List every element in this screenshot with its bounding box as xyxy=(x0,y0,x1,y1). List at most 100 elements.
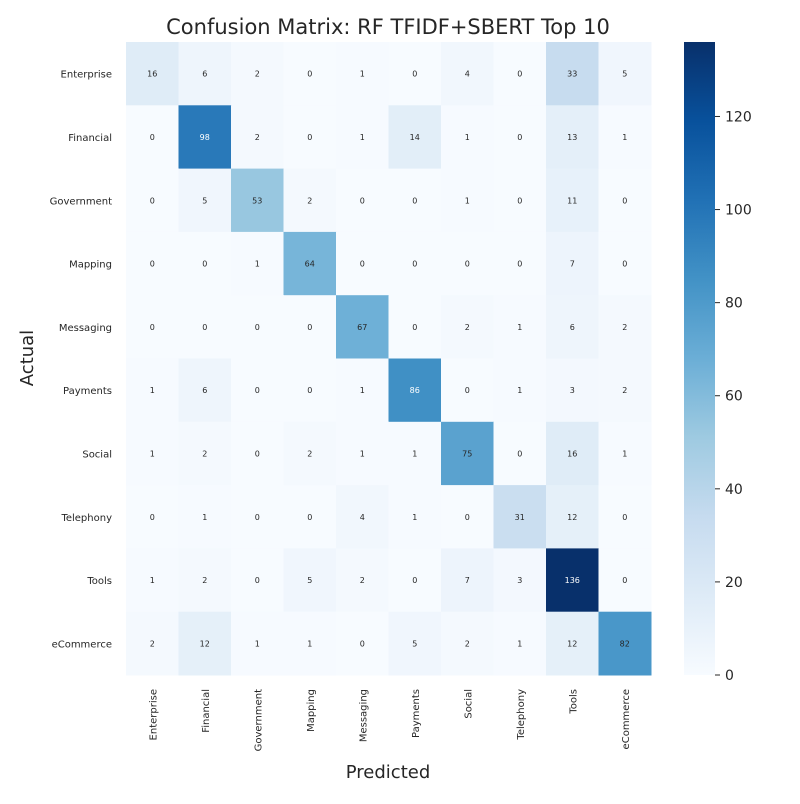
heatmap-cell xyxy=(441,421,494,486)
heatmap-cell xyxy=(493,485,547,549)
heatmap-cell xyxy=(388,295,442,359)
heatmap-cell xyxy=(493,548,547,613)
cell-value-label: 3 xyxy=(517,576,522,585)
cell-value-label: 2 xyxy=(622,323,627,332)
cell-value-label: 1 xyxy=(360,449,365,458)
cell-value-label: 3 xyxy=(570,386,575,395)
cell-value-label: 1 xyxy=(307,639,312,648)
heatmap-cell xyxy=(178,611,232,676)
cell-value-label: 0 xyxy=(307,386,312,395)
cell-value-label: 7 xyxy=(570,260,575,269)
x-tick-label: Mapping xyxy=(306,689,317,732)
cell-value-label: 0 xyxy=(307,70,312,79)
heatmap-cell xyxy=(493,295,547,359)
heatmap-cell xyxy=(231,295,284,359)
cell-value-label: 6 xyxy=(570,323,575,332)
heatmap-cell xyxy=(178,358,232,423)
cell-value-label: 0 xyxy=(622,260,627,269)
x-axis-label: Predicted xyxy=(346,762,431,783)
cell-value-label: 0 xyxy=(360,196,365,205)
cell-value-label: 0 xyxy=(412,260,417,269)
cell-value-label: 0 xyxy=(622,196,627,205)
x-tick-label: Payments xyxy=(411,689,422,738)
cell-value-label: 1 xyxy=(517,323,522,332)
heatmap-cell xyxy=(336,231,389,296)
cell-value-label: 0 xyxy=(412,323,417,332)
heatmap-cell xyxy=(231,485,284,549)
heatmap-cell xyxy=(283,231,337,296)
colorbar-tick-label: 120 xyxy=(725,109,752,125)
heatmap-cell xyxy=(598,42,652,106)
cell-value-label: 2 xyxy=(202,576,207,585)
heatmap-cell xyxy=(598,105,652,170)
x-tick-label: Social xyxy=(463,689,474,719)
heatmap-cell xyxy=(388,358,442,423)
colorbar-tick-label: 0 xyxy=(725,668,734,684)
cell-value-label: 0 xyxy=(517,449,522,458)
cell-value-label: 0 xyxy=(465,386,470,395)
cell-value-label: 4 xyxy=(360,513,365,522)
heatmap-cell xyxy=(126,42,179,106)
cell-value-label: 33 xyxy=(567,70,577,79)
x-tick-label: Tools xyxy=(568,689,579,715)
heatmap-cell xyxy=(598,421,652,486)
cell-value-label: 1 xyxy=(360,70,365,79)
y-tick-label: eCommerce xyxy=(52,639,112,650)
cell-value-label: 2 xyxy=(202,449,207,458)
cell-value-label: 1 xyxy=(255,639,260,648)
cell-value-label: 2 xyxy=(307,196,312,205)
heatmap-cell xyxy=(178,168,232,233)
heatmap-cell xyxy=(126,168,179,233)
cell-value-label: 2 xyxy=(150,639,155,648)
cell-value-label: 1 xyxy=(517,386,522,395)
heatmap-cell xyxy=(231,611,284,676)
heatmap-cell xyxy=(283,295,337,359)
heatmap-cell xyxy=(388,42,442,106)
cell-value-label: 0 xyxy=(255,323,260,332)
x-tick-label: Telephony xyxy=(516,689,527,741)
cell-value-label: 1 xyxy=(202,513,207,522)
heatmap-cell xyxy=(598,295,652,359)
cell-value-label: 1 xyxy=(255,260,260,269)
heatmap-cell xyxy=(441,295,494,359)
heatmap-cell xyxy=(388,231,442,296)
heatmap-cell xyxy=(546,168,599,233)
cell-value-label: 2 xyxy=(255,70,260,79)
heatmap-cell xyxy=(178,42,232,106)
cell-value-label: 0 xyxy=(307,133,312,142)
heatmap-cell xyxy=(336,168,389,233)
heatmap-cell xyxy=(546,295,599,359)
y-tick-label: Social xyxy=(82,449,112,460)
heatmap-cell xyxy=(336,42,389,106)
heatmap-cell xyxy=(546,231,599,296)
heatmap-cell xyxy=(283,168,337,233)
cell-value-label: 67 xyxy=(357,323,367,332)
y-tick-label: Financial xyxy=(68,133,112,144)
heatmap-cell xyxy=(388,485,442,549)
x-tick-label: Messaging xyxy=(358,689,369,742)
y-tick-label: Telephony xyxy=(60,513,112,524)
cell-value-label: 1 xyxy=(412,513,417,522)
y-tick-label: Messaging xyxy=(59,323,112,334)
heatmap-cell xyxy=(441,105,494,170)
heatmap-cell xyxy=(336,485,389,549)
cell-value-label: 0 xyxy=(150,196,155,205)
cell-value-label: 12 xyxy=(200,639,210,648)
cell-value-label: 2 xyxy=(465,639,470,648)
cell-value-label: 13 xyxy=(567,133,577,142)
cell-value-label: 5 xyxy=(307,576,312,585)
heatmap-cell xyxy=(231,421,284,486)
colorbar-tick-label: 20 xyxy=(725,575,743,591)
cell-value-label: 1 xyxy=(465,133,470,142)
cell-value-label: 1 xyxy=(412,449,417,458)
heatmap-cell xyxy=(283,611,337,676)
heatmap-cell xyxy=(441,548,494,613)
colorbar-tick-label: 80 xyxy=(725,296,743,312)
cell-value-label: 1 xyxy=(150,576,155,585)
cell-value-label: 0 xyxy=(360,260,365,269)
heatmap-cell xyxy=(441,42,494,106)
heatmap-cell xyxy=(493,42,547,106)
heatmap-cell xyxy=(178,421,232,486)
heatmap-cell xyxy=(231,358,284,423)
